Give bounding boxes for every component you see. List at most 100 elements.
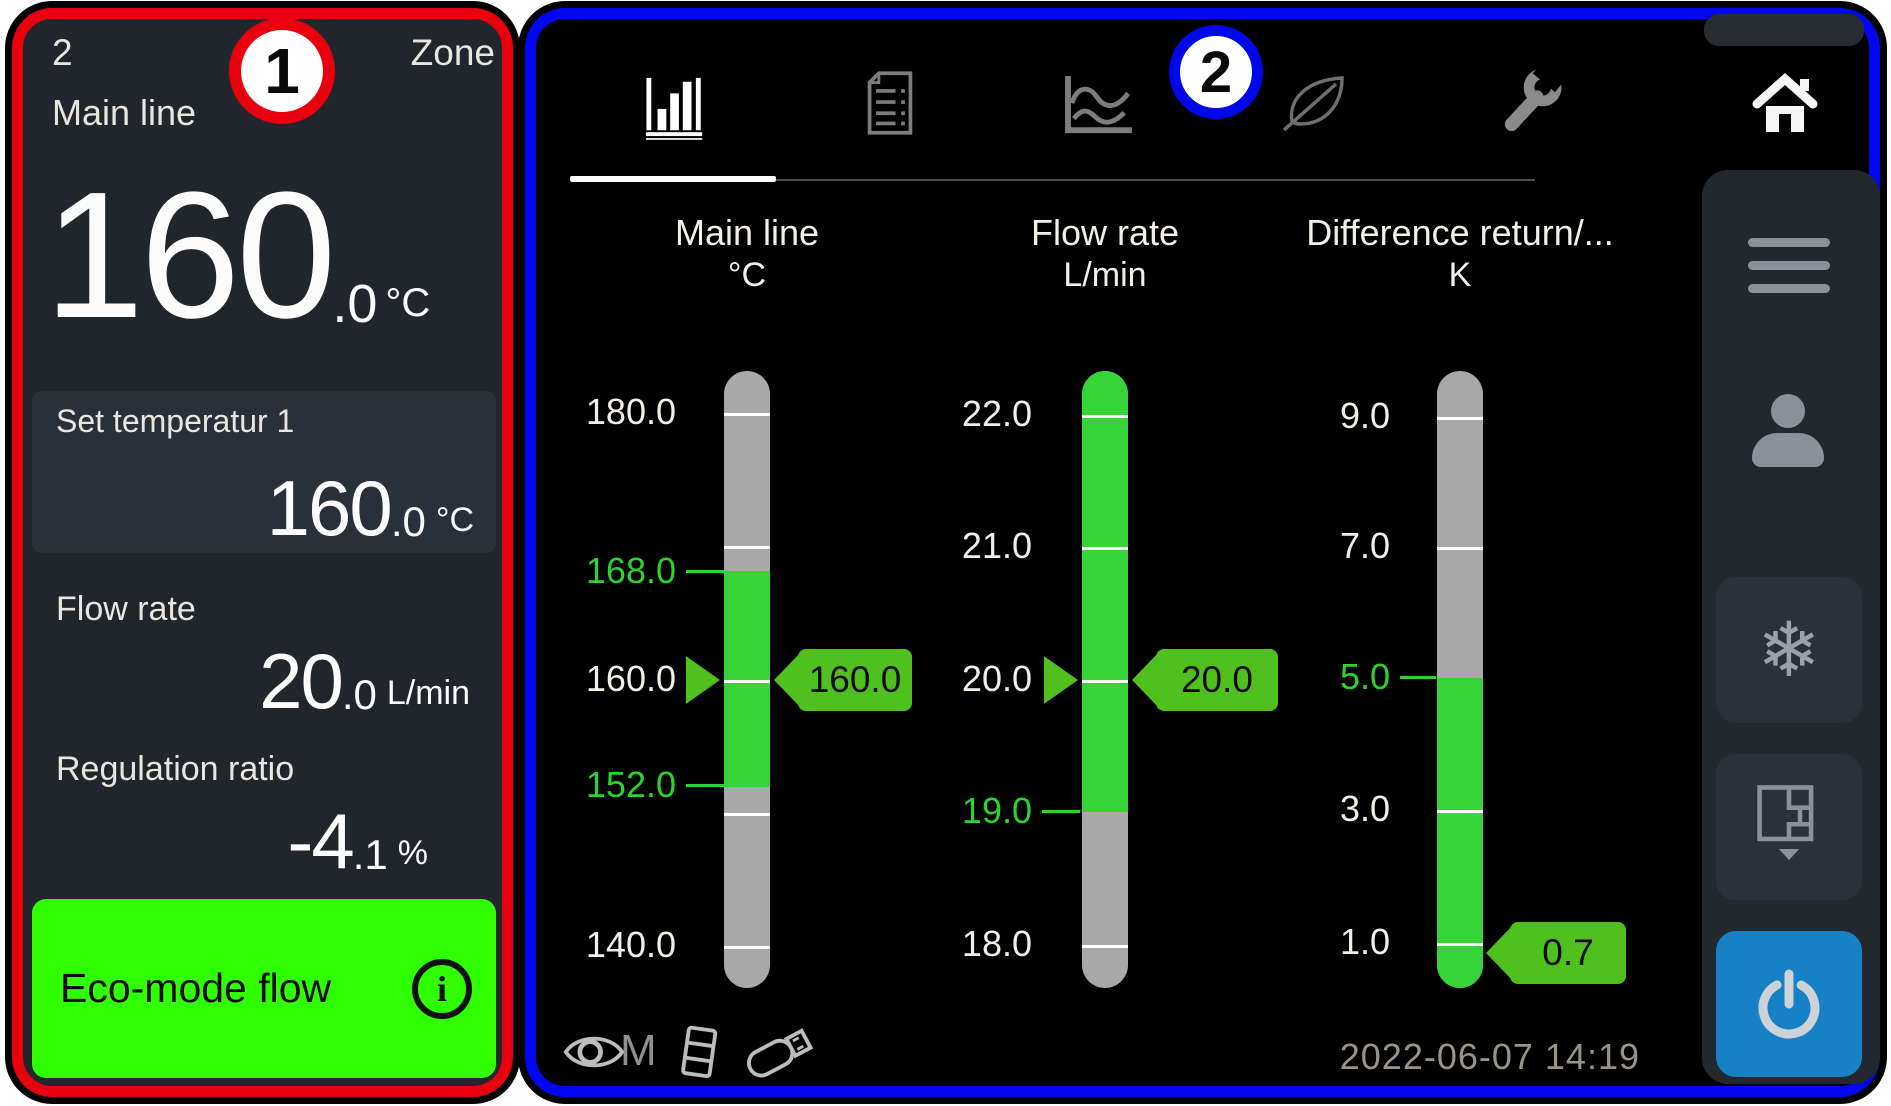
gauge1-limit-152: 152.0 [585, 764, 676, 805]
gauge2-tick-21: 21.0 [961, 525, 1032, 566]
wrench-icon [1504, 55, 1570, 131]
datetime-display: 2022-06-07 14:19 [1339, 1036, 1640, 1077]
power-icon [1758, 969, 1820, 1039]
gauge1-scale-tick [724, 946, 770, 949]
tab-report[interactable] [864, 68, 916, 143]
stack-icon [681, 1025, 718, 1079]
gauge1-tick-140: 140.0 [585, 924, 676, 965]
leaf-icon [1282, 76, 1344, 132]
gauge3-tick-9: 9.0 [1339, 395, 1390, 436]
info-icon[interactable]: i [412, 958, 472, 1019]
user-icon-body [1752, 433, 1824, 467]
gauge3-tick-3: 3.0 [1339, 788, 1390, 829]
gauge1-scale-tick [724, 546, 770, 549]
gauge-unit-flow-rate: L/min [1063, 256, 1147, 294]
eye-icon [563, 1036, 625, 1068]
gauge3-green-zone [1437, 678, 1483, 988]
gauge3-scale-tick [1437, 417, 1483, 420]
menu-icon-bar [1748, 261, 1830, 270]
regulation-ratio-label: Regulation ratio [56, 750, 295, 788]
monitor-mode-label: M [620, 1026, 657, 1075]
gauge-title-main-line: Main line [674, 212, 820, 253]
set-temperature-value: 160 .0 °C [266, 464, 474, 553]
gauge2-scale-tick [1082, 415, 1128, 418]
flow-rate-unit: L/min [386, 674, 470, 713]
menu-icon-bar [1748, 284, 1830, 293]
callout-badge-2: 2 [1169, 25, 1263, 119]
gauge3-scale-tick [1437, 943, 1483, 946]
gauge3-upper-limit-line [1400, 676, 1436, 679]
set-temperature-value-dec: .0 [390, 497, 426, 545]
gauge2-tick-18: 18.0 [961, 923, 1032, 964]
gauge3-scale-tick [1437, 810, 1483, 813]
active-tab-indicator [570, 176, 776, 182]
usb-indicator [738, 1016, 826, 1091]
gauge-title-difference: Difference return/... [1306, 212, 1614, 253]
snowflake-icon: ❄ [1757, 605, 1821, 694]
mold-change-button[interactable] [1716, 754, 1862, 900]
eco-mode-flow-label: Eco-mode flow [60, 965, 332, 1011]
main-line-label: Main line [52, 92, 197, 133]
user-icon [1771, 394, 1805, 428]
regulation-ratio-unit: % [397, 834, 428, 873]
gauge-unit-difference: K [1448, 256, 1472, 294]
gauge2-scale-tick [1082, 680, 1128, 683]
set-temperature-unit: °C [435, 501, 474, 540]
main-line-value: 160 .0 °C [44, 155, 431, 357]
main-line-unit: °C [385, 281, 431, 326]
gauge1-scale-tick [724, 413, 770, 416]
gauge2-tick-22: 22.0 [961, 393, 1032, 434]
set-temperature-value-int: 160 [266, 464, 393, 553]
gauge1-tube [724, 371, 770, 988]
gauge1-tick-160: 160.0 [585, 658, 676, 699]
monitor-mode-indicator [562, 1026, 626, 1083]
set-temperature-field[interactable]: Set temperatur 1 160 .0 °C [32, 391, 496, 553]
regulation-ratio-value-dec: .1 [352, 830, 388, 878]
gauge3-scale-tick [1437, 547, 1483, 550]
tab-trend[interactable] [1062, 74, 1136, 141]
regulation-ratio-value-int: -4 [287, 797, 354, 886]
document-icon [867, 71, 913, 135]
tab-bar-graph[interactable] [644, 72, 708, 145]
cooling-mode-button[interactable]: ❄ [1716, 577, 1862, 723]
gauge2-scale-tick [1082, 547, 1128, 550]
gauge1-upper-limit-line [686, 570, 724, 573]
tab-separator-line [570, 179, 1535, 181]
gauge1-scale-tick [724, 813, 770, 816]
gauge3-tick-1: 1.0 [1339, 921, 1390, 962]
gauge2-limit-19: 19.0 [961, 790, 1032, 831]
zone-label: Zone [410, 32, 495, 73]
gauge1-value-tag: 160.0 [798, 649, 912, 711]
flow-rate-value: 20 .0 L/min [32, 634, 470, 726]
gauge2-lower-limit-line [1042, 810, 1080, 813]
main-line-value-int: 160 [44, 155, 336, 357]
sidebar-top-handle [1704, 14, 1864, 46]
tab-service[interactable] [1500, 55, 1570, 139]
gauge2-tube [1082, 371, 1128, 988]
power-button[interactable] [1716, 931, 1862, 1077]
flow-rate-value-dec: .0 [341, 670, 377, 718]
gauge-title-flow-rate: Flow rate [1030, 212, 1180, 253]
gauge2-green-zone [1082, 371, 1128, 812]
gauge2-scale-tick [1082, 945, 1128, 948]
memory-indicator [678, 1024, 722, 1087]
gauge1-limit-168: 168.0 [585, 550, 676, 591]
gauge2-tick-20: 20.0 [961, 658, 1032, 699]
trend-icon [1065, 75, 1132, 134]
gauge2-value-tag: 20.0 [1156, 649, 1278, 711]
home-icon [1752, 72, 1818, 132]
main-line-value-dec: .0 [332, 273, 378, 334]
bar-chart-icon [645, 77, 703, 140]
callout-badge-1: 1 [229, 18, 335, 124]
zone-number: 2 [52, 32, 73, 73]
menu-icon [1748, 238, 1830, 247]
tab-eco[interactable] [1278, 70, 1352, 139]
chevron-down-icon [1778, 849, 1800, 861]
gauge3-tick-7: 7.0 [1339, 525, 1390, 566]
home-button[interactable] [1752, 72, 1818, 139]
eco-mode-flow-button[interactable]: Eco-mode flow i [32, 899, 496, 1078]
gauge3-value-tag: 0.7 [1510, 922, 1626, 984]
gauge-unit-main-line: °C [727, 256, 767, 294]
mold-icon [1757, 785, 1814, 861]
flow-rate-value-int: 20 [259, 637, 344, 726]
